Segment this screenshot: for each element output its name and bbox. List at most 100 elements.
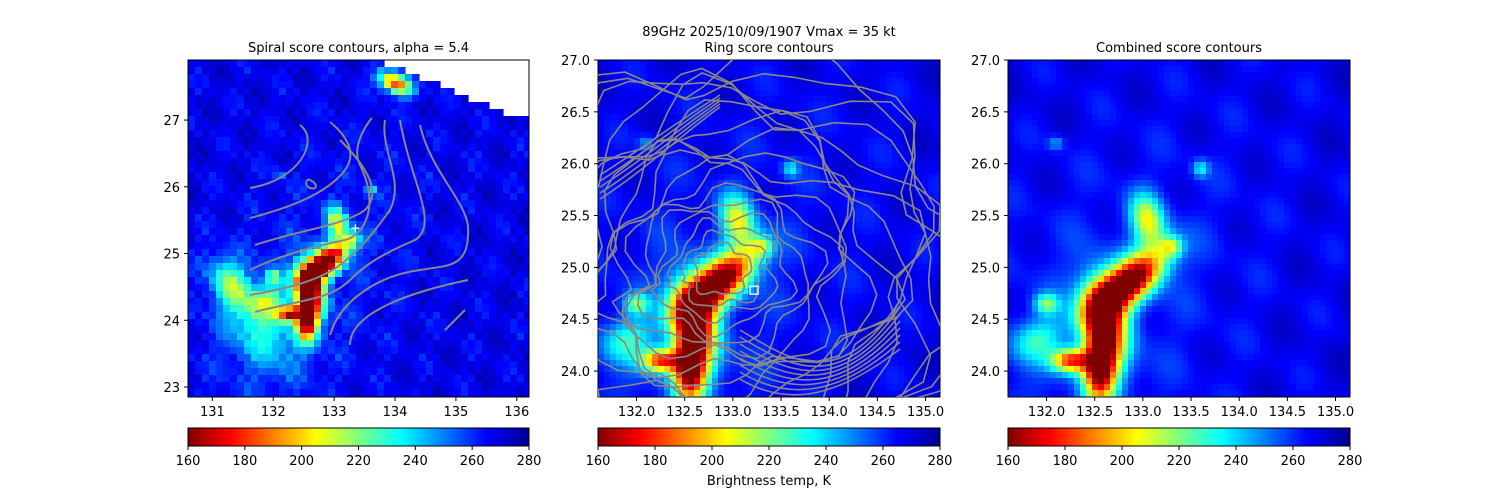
- heatmap-cell: [447, 263, 455, 271]
- heatmap-cell: [880, 168, 887, 175]
- heatmap-cell: [802, 330, 809, 337]
- heatmap-cell: [862, 114, 869, 121]
- heatmap-cell: [778, 330, 785, 337]
- heatmap-cell: [216, 74, 224, 82]
- heatmap-cell: [286, 235, 294, 243]
- heatmap-cell: [832, 330, 839, 337]
- heatmap-cell: [724, 150, 731, 157]
- heatmap-cell: [496, 242, 504, 250]
- heatmap-cell: [742, 78, 749, 85]
- heatmap-cell: [862, 204, 869, 211]
- heatmap-cell: [760, 234, 767, 241]
- heatmap-cell: [856, 204, 863, 211]
- heatmap-cell: [510, 221, 518, 229]
- heatmap-cell: [216, 382, 224, 390]
- heatmap-cell: [628, 252, 635, 259]
- heatmap-cell: [850, 174, 857, 181]
- heatmap-cell: [244, 60, 252, 68]
- heatmap-cell: [934, 324, 940, 331]
- heatmap-cell: [524, 193, 529, 201]
- heatmap-cell: [321, 172, 329, 180]
- heatmap-cell: [419, 312, 427, 320]
- heatmap-cell: [419, 186, 427, 194]
- heatmap-cell: [349, 389, 357, 397]
- heatmap-cell: [802, 84, 809, 91]
- heatmap-cell: [892, 288, 899, 295]
- heatmap-cell: [610, 108, 617, 115]
- heatmap-cell: [688, 258, 695, 265]
- heatmap-cell: [524, 249, 529, 257]
- heatmap-cell: [356, 207, 364, 215]
- heatmap-cell: [676, 174, 683, 181]
- heatmap-cell: [754, 114, 761, 121]
- heatmap-cell: [419, 249, 427, 257]
- heatmap-cell: [209, 235, 217, 243]
- heatmap-cell: [874, 90, 881, 97]
- heatmap-cell: [730, 270, 737, 277]
- heatmap-cell: [832, 60, 839, 67]
- heatmap-cell: [826, 156, 833, 163]
- heatmap-cell: [778, 300, 785, 307]
- heatmap-cell: [634, 102, 641, 109]
- heatmap-cell: [433, 81, 441, 89]
- heatmap-cell: [447, 389, 455, 397]
- heatmap-cell: [676, 288, 683, 295]
- heatmap-cell: [223, 298, 231, 306]
- heatmap-cell: [844, 114, 851, 121]
- heatmap-cell: [796, 108, 803, 115]
- heatmap-cell: [216, 214, 224, 222]
- heatmap-cell: [832, 246, 839, 253]
- heatmap-cell: [610, 216, 617, 223]
- heatmap-cell: [307, 305, 315, 313]
- heatmap-cell: [886, 162, 893, 169]
- heatmap-cell: [934, 228, 940, 235]
- heatmap-cell: [209, 193, 217, 201]
- heatmap-cell: [461, 333, 469, 341]
- heatmap-cell: [754, 330, 761, 337]
- heatmap-cell: [398, 144, 406, 152]
- heatmap-cell: [844, 252, 851, 259]
- heatmap-cell: [802, 138, 809, 145]
- heatmap-cell: [377, 340, 385, 348]
- heatmap-cell: [862, 186, 869, 193]
- heatmap-cell: [230, 200, 238, 208]
- heatmap-cell: [272, 130, 280, 138]
- heatmap-cell: [503, 354, 511, 362]
- heatmap-cell: [468, 368, 476, 376]
- heatmap-cell: [904, 156, 911, 163]
- heatmap-cell: [934, 312, 940, 319]
- heatmap-cell: [342, 242, 350, 250]
- heatmap-cell: [195, 368, 203, 376]
- heatmap-cell: [610, 270, 617, 277]
- heatmap-cell: [700, 108, 707, 115]
- heatmap-cell: [489, 207, 497, 215]
- heatmap-cell: [195, 305, 203, 313]
- heatmap-cell: [742, 144, 749, 151]
- heatmap-cell: [223, 88, 231, 96]
- heatmap-cell: [293, 81, 301, 89]
- heatmap-cell: [862, 300, 869, 307]
- heatmap-cell: [307, 200, 315, 208]
- heatmap-cell: [363, 193, 371, 201]
- heatmap-cell: [748, 252, 755, 259]
- heatmap-cell: [328, 193, 336, 201]
- heatmap-cell: [832, 288, 839, 295]
- heatmap-cell: [730, 60, 737, 67]
- heatmap-cell: [736, 300, 743, 307]
- heatmap-cell: [321, 123, 329, 131]
- heatmap-cell: [328, 144, 336, 152]
- heatmap-cell: [622, 330, 629, 337]
- heatmap-cell: [790, 60, 797, 67]
- heatmap-cell: [258, 193, 266, 201]
- heatmap-cell: [216, 95, 224, 103]
- heatmap-cell: [934, 204, 940, 211]
- heatmap-cell: [321, 263, 329, 271]
- heatmap-cell: [468, 151, 476, 159]
- heatmap-cell: [850, 126, 857, 133]
- heatmap-cell: [237, 172, 245, 180]
- heatmap-cell: [850, 210, 857, 217]
- heatmap-cell: [286, 165, 294, 173]
- heatmap-cell: [454, 291, 462, 299]
- heatmap-cell: [922, 258, 929, 265]
- heatmap-cell: [682, 318, 689, 325]
